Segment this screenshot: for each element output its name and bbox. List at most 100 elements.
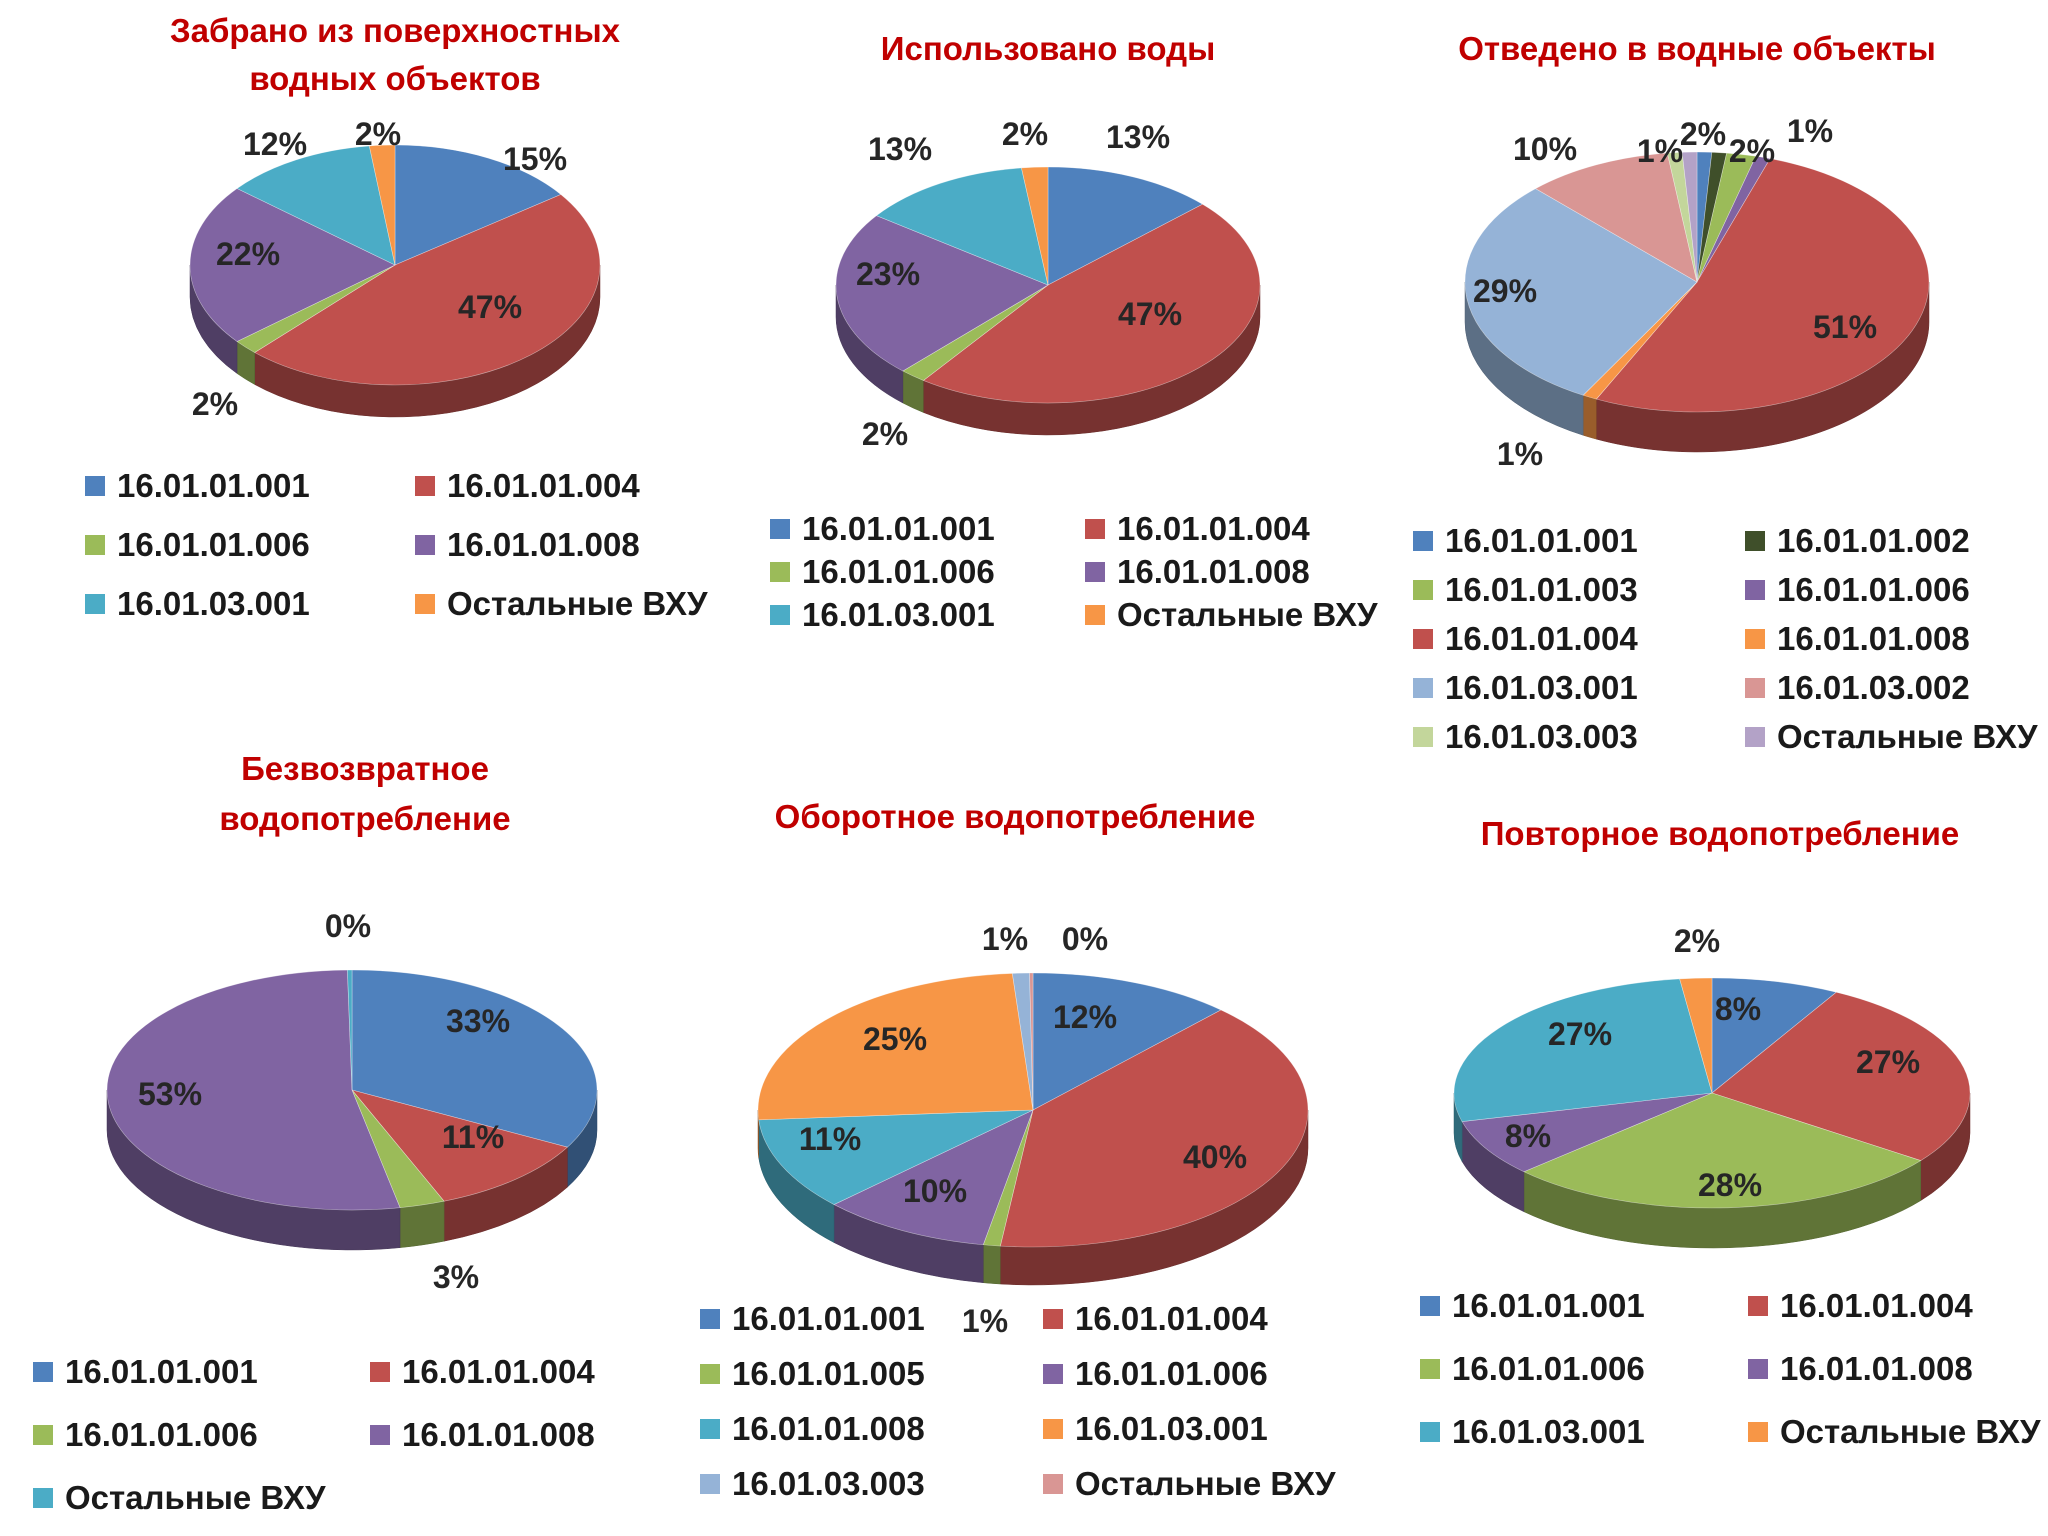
legend-label: 16.01.03.003 (732, 1465, 925, 1502)
slice-16-01-01-004 (254, 194, 601, 386)
slice-16-01-01-004 (351, 1089, 569, 1202)
slice-16-01-03-002 (1534, 152, 1698, 283)
legend-item: 16.01.01.001 (770, 510, 995, 547)
legend-label: 16.01.01.004 (1445, 620, 1638, 657)
legend-item: Остальные ВХУ (33, 1479, 326, 1516)
legend-swatch (700, 1309, 720, 1329)
legend-label: Остальные ВХУ (1777, 718, 2038, 755)
legend-swatch (370, 1425, 390, 1445)
data-label: 8% (1715, 991, 1761, 1027)
legend-label: 16.01.01.001 (1445, 522, 1638, 559)
legend-swatch (85, 594, 105, 614)
legend-swatch (33, 1488, 53, 1508)
legend-swatch (1745, 678, 1765, 698)
legend-item: Остальные ВХУ (1085, 596, 1378, 633)
legend-swatch (1745, 629, 1765, 649)
data-label: 2% (1680, 116, 1726, 152)
legend-label: 16.01.01.001 (732, 1300, 925, 1337)
legend-item: 16.01.01.004 (1413, 620, 1638, 657)
legend-item: 16.01.01.008 (415, 526, 640, 563)
legend-item: 16.01.01.005 (700, 1355, 925, 1392)
legend-swatch (700, 1474, 720, 1494)
legend-swatch (1745, 580, 1765, 600)
data-label: 2% (192, 386, 238, 422)
legend-swatch (700, 1419, 720, 1439)
legend-swatch (1043, 1309, 1063, 1329)
data-label: 3% (433, 1259, 479, 1295)
legend-item: 16.01.03.003 (700, 1465, 925, 1502)
data-label: 12% (243, 126, 307, 162)
legend-label: 16.01.01.003 (1445, 571, 1638, 608)
legend-item: 16.01.01.004 (1043, 1300, 1268, 1337)
legend-swatch (1413, 727, 1433, 747)
legend-item: 16.01.01.006 (770, 553, 995, 590)
legend-swatch (770, 605, 790, 625)
legend-item: 16.01.01.004 (1748, 1287, 1973, 1324)
legend-label: 16.01.03.002 (1777, 669, 1970, 706)
legend-swatch (1420, 1296, 1440, 1316)
legend-item: 16.01.01.008 (700, 1410, 925, 1447)
legend-swatch (770, 519, 790, 539)
legend-swatch (415, 535, 435, 555)
legend-label: 16.01.01.001 (117, 467, 310, 504)
legend-item: 16.01.01.006 (1420, 1350, 1645, 1387)
data-label: 2% (355, 116, 401, 152)
legend-swatch (85, 535, 105, 555)
legend-item: 16.01.01.003 (1413, 571, 1638, 608)
legend-item: 16.01.01.008 (1085, 553, 1310, 590)
legend-label: 16.01.01.005 (732, 1355, 925, 1392)
legend-label: 16.01.01.002 (1777, 522, 1970, 559)
legend-item: 16.01.01.008 (370, 1416, 595, 1453)
chart-title: водных объектов (249, 60, 540, 97)
legend-swatch (1413, 678, 1433, 698)
data-label: 27% (1548, 1016, 1612, 1052)
slice-side-16-01-01-005 (983, 1244, 1001, 1285)
legend-swatch (1413, 629, 1433, 649)
pie-side (106, 1089, 598, 1251)
slice-16-01-01-001 (1047, 166, 1204, 286)
pie-side (1453, 1092, 1971, 1249)
legend-swatch (1745, 531, 1765, 551)
legend-label: 16.01.03.001 (1075, 1410, 1268, 1447)
chart-circulating: Оборотное водопотребление 12% 40% 1% 10% 11% 2… (700, 798, 1336, 1502)
legend-label: 16.01.01.004 (1075, 1300, 1268, 1337)
slice-16-01-01-004 (999, 1009, 1309, 1248)
legend-swatch (1420, 1422, 1440, 1442)
chart-title: Забрано из поверхностных (170, 12, 621, 49)
legend-item: 16.01.01.001 (85, 467, 310, 504)
data-label: 0% (1062, 921, 1108, 957)
legend-swatch (85, 476, 105, 496)
data-label: 47% (1118, 296, 1182, 332)
legend-item: 16.01.03.001 (1043, 1410, 1268, 1447)
slice-16-01-01-004 (1595, 158, 1930, 413)
legend-swatch (33, 1425, 53, 1445)
legend-label: 16.01.01.008 (1777, 620, 1970, 657)
data-label: 2% (1729, 133, 1775, 169)
data-label: 13% (868, 131, 932, 167)
legend-item: Остальные ВХУ (1748, 1413, 2041, 1450)
data-label: 47% (458, 289, 522, 325)
chart-title: Использовано воды (881, 30, 1216, 67)
legend-label: Остальные ВХУ (65, 1479, 326, 1516)
slice-16-01-01-006 (833, 1109, 1034, 1246)
legend-item: 16.01.03.001 (1420, 1413, 1645, 1450)
legend-label: 16.01.01.001 (1452, 1287, 1645, 1324)
legend-label: 16.01.01.006 (1075, 1355, 1268, 1392)
legend-item: 16.01.03.003 (1413, 718, 1638, 755)
slice-остальные-вху (1021, 166, 1049, 286)
legend-swatch (1748, 1359, 1768, 1379)
data-label: 11% (799, 1121, 861, 1157)
legend-item: 16.01.01.008 (1748, 1350, 1973, 1387)
legend-swatch (1413, 531, 1433, 551)
legend-label: 16.01.01.001 (802, 510, 995, 547)
slice-16-01-03-001 (236, 145, 396, 266)
legend-label: 16.01.03.001 (802, 596, 995, 633)
data-label: 13% (1106, 119, 1170, 155)
legend-swatch (1085, 519, 1105, 539)
chart-title: Безвозвратное (241, 750, 489, 787)
slice-16-01-01-004 (922, 203, 1261, 404)
data-label: 53% (138, 1076, 202, 1112)
legend-label: 16.01.01.001 (65, 1353, 258, 1390)
